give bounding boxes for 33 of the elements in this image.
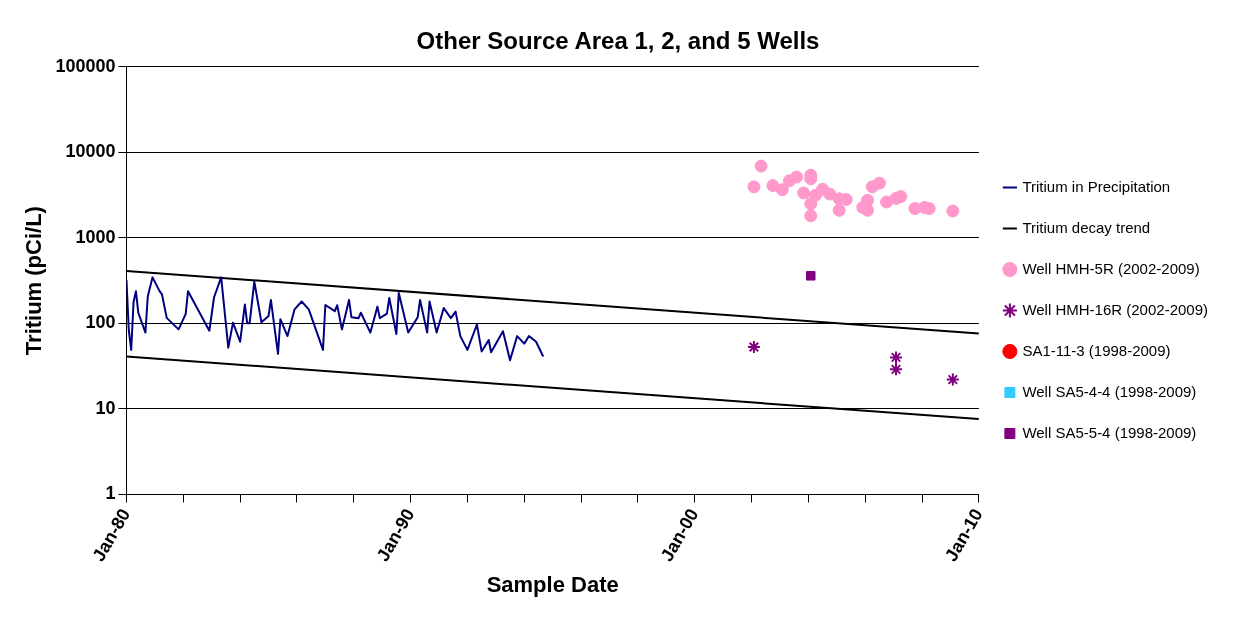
point <box>806 271 816 281</box>
point <box>945 372 960 387</box>
point <box>775 183 789 197</box>
legend-label: Well SA5-5-4 (1998-2009) <box>1022 423 1197 441</box>
y-axis-title: Tritium (pCi/L) <box>21 206 47 356</box>
legend-label: Tritium decay trend <box>1022 218 1151 236</box>
point <box>754 159 768 173</box>
point <box>889 362 903 377</box>
point <box>747 180 761 194</box>
y-tick-label: 100000 <box>55 55 116 76</box>
y-tick-label: 1000 <box>75 226 116 247</box>
point <box>872 176 886 190</box>
y-tick-label: 10000 <box>65 141 116 162</box>
chart-title: Other Source Area 1, 2, and 5 Wells <box>416 27 820 55</box>
y-tick-label: 100 <box>85 312 116 333</box>
point <box>832 203 846 217</box>
legend-label: Tritium in Precipitation <box>1022 177 1171 195</box>
point <box>861 203 875 217</box>
y-tick-label: 10 <box>95 397 116 418</box>
legend-label: Well HMH-16R (2002-2009) <box>1022 300 1208 318</box>
point <box>889 350 903 365</box>
point <box>946 204 960 218</box>
legend-label: SA1-11-3 (1998-2009) <box>1022 341 1171 359</box>
point <box>804 209 818 223</box>
point <box>790 170 804 184</box>
point <box>823 187 837 201</box>
point <box>746 339 761 354</box>
point <box>797 186 811 200</box>
legend-label: Well SA5-4-4 (1998-2009) <box>1022 382 1197 400</box>
y-tick-label: 1 <box>105 483 116 504</box>
point <box>894 190 908 204</box>
x-axis-title: Sample Date <box>486 571 619 597</box>
legend-label: Well HMH-5R (2002-2009) <box>1022 259 1200 277</box>
